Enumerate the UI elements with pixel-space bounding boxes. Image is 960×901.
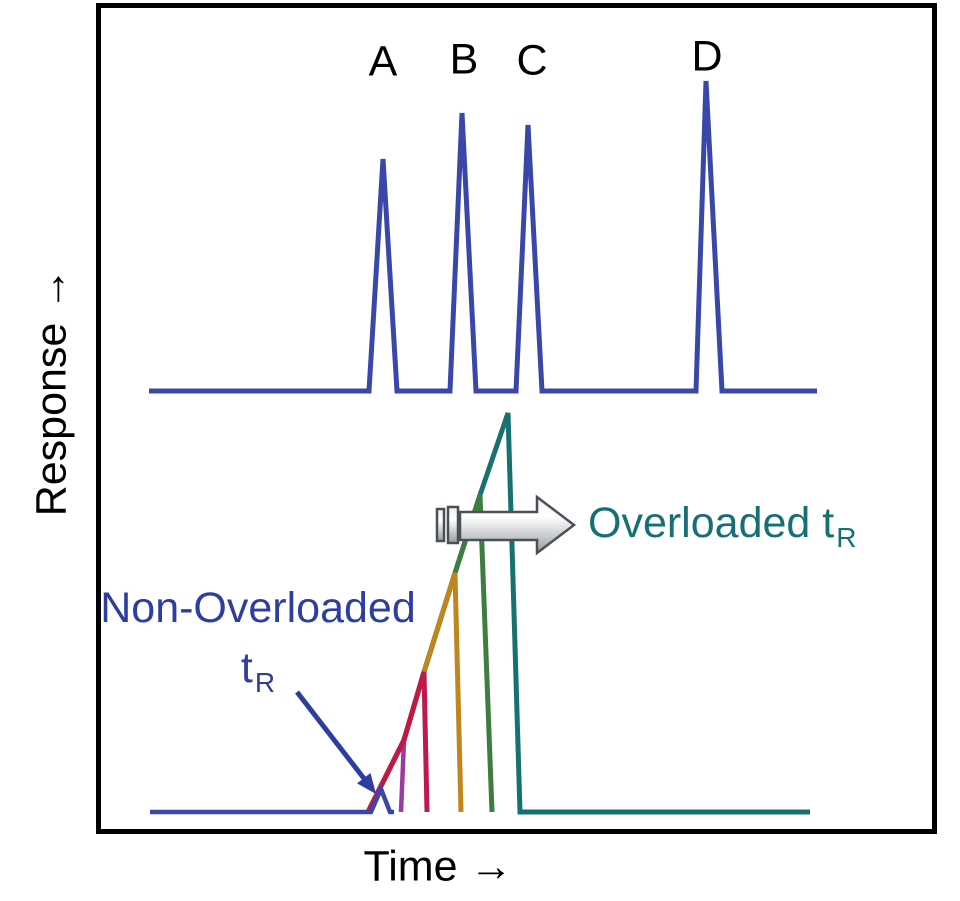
overload-shift-arrow-icon: [435, 494, 577, 556]
non-overloaded-annotation: Non-Overloaded tR: [100, 585, 416, 697]
peak-label-C: C: [516, 36, 548, 85]
peak-label-A: A: [368, 37, 398, 86]
arrow-tail-bar-1: [435, 507, 446, 543]
arrow-body: [458, 494, 577, 556]
peak-label-D: D: [691, 32, 723, 81]
non-overloaded-tr-symbol: tR: [240, 644, 276, 698]
overloaded-annotation: Overloaded tR: [588, 499, 857, 553]
non-overloaded-annotation-text: Non-Overloaded: [100, 584, 416, 632]
overloaded-trace-5-teal: [365, 412, 810, 815]
pointer-arrow-shaft: [295, 690, 371, 787]
peak-label-B: B: [449, 35, 479, 84]
chromatogram-curves: [149, 80, 817, 815]
non-overloaded-trace-blue: [150, 783, 394, 815]
non-overloaded-pointer-arrow: [295, 690, 376, 794]
x-axis-label: Time →: [363, 842, 513, 891]
arrow-tail-bar-2: [446, 505, 460, 545]
pointer-arrow-head: [357, 773, 376, 794]
analytical-chromatogram-blue: [149, 80, 817, 394]
y-axis-label: Response →: [27, 267, 76, 517]
overloaded-annotation-text: Overloaded t: [588, 499, 835, 547]
